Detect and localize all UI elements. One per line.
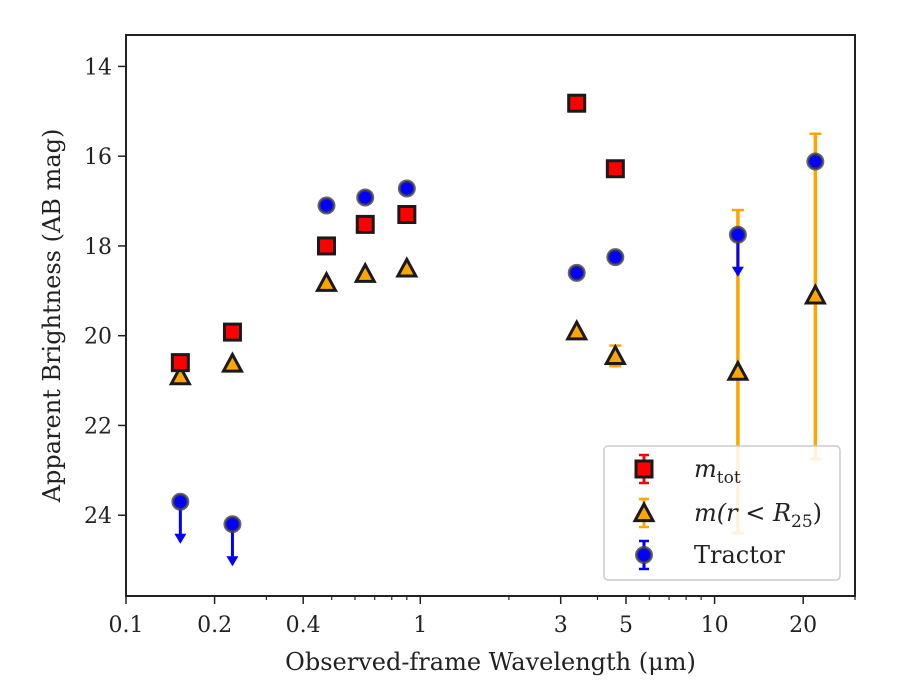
upper-limit-arrowhead [174, 533, 187, 544]
y-tick-label: 20 [84, 325, 112, 350]
data-point-circle [317, 196, 336, 215]
plot-area [168, 93, 827, 567]
data-point-triangle [803, 283, 827, 305]
data-point-square [355, 214, 375, 234]
x-tick-label: 0.2 [197, 613, 232, 638]
y-tick-label: 16 [84, 145, 112, 170]
data-point-triangle [168, 363, 192, 386]
legend-label: Tractor [694, 541, 785, 569]
series-triangle [168, 132, 827, 535]
upper-limit-arrowhead [226, 556, 239, 567]
legend-marker-square [634, 459, 654, 479]
legend-box [603, 445, 841, 581]
data-point-circle [606, 248, 625, 267]
y-tick-label: 18 [84, 235, 112, 260]
data-point-square [567, 93, 587, 113]
data-point-square [605, 159, 625, 179]
legend-label-subscript: 25 [791, 512, 813, 532]
legend-label-subscript: tot [717, 468, 741, 488]
x-tick-label: 0.4 [286, 613, 321, 638]
data-point-square [222, 322, 242, 342]
y-tick-label: 14 [84, 55, 112, 80]
legend-marker-triangle [632, 500, 656, 523]
axis-ticks: 0.1 0.2 0.4 1 3 5 10 20 14 16 18 20 22 24 [84, 55, 856, 638]
series-square [170, 93, 625, 373]
legend: mtot m(r < R25) Tractor [603, 445, 841, 581]
x-tick-label: 10 [701, 613, 729, 638]
x-tick-label: 5 [619, 613, 633, 638]
x-axis-label: Observed-frame Wavelength (μm) [285, 648, 696, 676]
legend-label: mtot [694, 455, 741, 488]
y-tick-label: 24 [84, 504, 112, 529]
legend-label: m(r < R25) [694, 499, 822, 532]
data-point-triangle [726, 359, 750, 381]
legend-label-main: m [694, 455, 717, 483]
series-circle [171, 152, 825, 567]
y-tick-label: 22 [84, 414, 112, 439]
data-point-circle [728, 225, 747, 244]
x-tick-label: 20 [789, 613, 817, 638]
data-point-circle [171, 492, 190, 511]
data-point-triangle [220, 351, 244, 373]
legend-label-end: ) [813, 499, 822, 527]
data-point-circle [567, 263, 586, 282]
legend-marker-circle [635, 546, 653, 564]
x-tick-label: 0.1 [109, 613, 144, 638]
data-point-triangle [353, 261, 377, 283]
data-point-square [170, 353, 190, 373]
data-point-triangle [603, 343, 627, 366]
data-point-circle [397, 179, 416, 198]
axes-frame [125, 34, 856, 597]
legend-label-main: Tractor [694, 541, 785, 569]
data-point-circle [223, 515, 242, 534]
legend-label-main: m(r < R [694, 499, 791, 527]
y-axis-label: Apparent Brightness (AB mag) [38, 129, 66, 504]
x-tick-label: 3 [554, 613, 568, 638]
x-tick-label: 1 [413, 613, 427, 638]
data-point-triangle [314, 270, 339, 292]
data-point-circle [356, 188, 375, 207]
data-point-triangle [565, 319, 589, 341]
upper-limit-arrowhead [731, 266, 744, 277]
data-point-square [397, 205, 417, 225]
data-point-triangle [395, 256, 419, 278]
data-point-circle [806, 152, 825, 171]
data-point-square [316, 236, 336, 256]
